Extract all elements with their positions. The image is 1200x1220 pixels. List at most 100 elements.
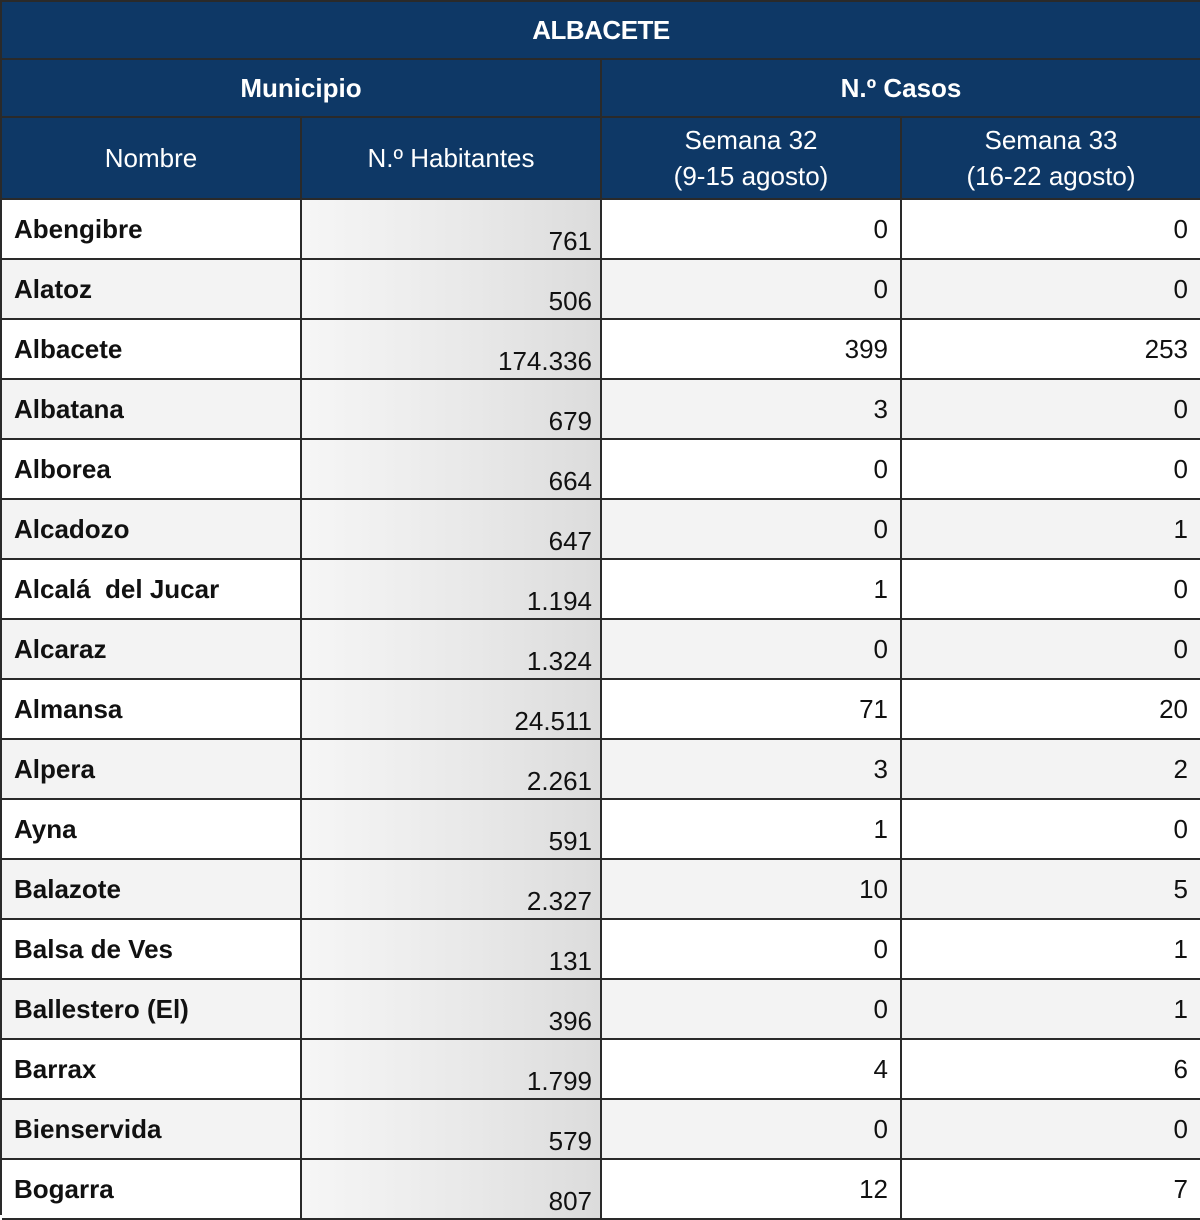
table-row: Bienservida 579 0 0 xyxy=(2,1100,1200,1160)
municipio-name: Alborea xyxy=(2,440,302,498)
casos-semana-32: 10 xyxy=(602,860,902,918)
column-header-semana-32-dates: (9-15 agosto) xyxy=(673,161,829,191)
table-row: Ballestero (El) 396 0 1 xyxy=(2,980,1200,1040)
casos-semana-33: 0 xyxy=(902,440,1200,498)
municipio-name: Bogarra xyxy=(2,1160,302,1218)
casos-semana-32: 4 xyxy=(602,1040,902,1098)
casos-semana-33: 0 xyxy=(902,380,1200,438)
table-row: Barrax 1.799 4 6 xyxy=(2,1040,1200,1100)
table-row: Alatoz 506 0 0 xyxy=(2,260,1200,320)
habitantes-value: 664 xyxy=(302,440,602,498)
table-row: Alcaraz 1.324 0 0 xyxy=(2,620,1200,680)
casos-semana-33: 6 xyxy=(902,1040,1200,1098)
column-header-habitantes-label: N.º Habitantes xyxy=(367,143,535,173)
casos-semana-32: 3 xyxy=(602,380,902,438)
table-row: Alpera 2.261 3 2 xyxy=(2,740,1200,800)
municipio-name: Ballestero (El) xyxy=(2,980,302,1038)
casos-semana-32: 0 xyxy=(602,980,902,1038)
habitantes-value: 579 xyxy=(302,1100,602,1158)
municipio-name: Albatana xyxy=(2,380,302,438)
habitantes-value: 1.194 xyxy=(302,560,602,618)
table-row: Balazote 2.327 10 5 xyxy=(2,860,1200,920)
habitantes-value: 174.336 xyxy=(302,320,602,378)
habitantes-value: 2.327 xyxy=(302,860,602,918)
habitantes-value: 131 xyxy=(302,920,602,978)
casos-semana-33: 0 xyxy=(902,260,1200,318)
habitantes-value: 591 xyxy=(302,800,602,858)
casos-semana-32: 0 xyxy=(602,620,902,678)
municipio-name: Bienservida xyxy=(2,1100,302,1158)
municipio-name: Almansa xyxy=(2,680,302,738)
table-row: Abengibre 761 0 0 xyxy=(2,200,1200,260)
habitantes-value: 506 xyxy=(302,260,602,318)
column-header-semana-32-title: Semana 32 xyxy=(684,125,818,155)
table-row: Almansa 24.511 71 20 xyxy=(2,680,1200,740)
habitantes-value: 647 xyxy=(302,500,602,558)
habitantes-value: 396 xyxy=(302,980,602,1038)
habitantes-value: 1.324 xyxy=(302,620,602,678)
casos-semana-32: 399 xyxy=(602,320,902,378)
municipio-name: Albacete xyxy=(2,320,302,378)
column-header-nombre: Nombre xyxy=(2,118,302,200)
casos-semana-33: 2 xyxy=(902,740,1200,798)
casos-semana-32: 0 xyxy=(602,440,902,498)
habitantes-value: 24.511 xyxy=(302,680,602,738)
casos-semana-33: 253 xyxy=(902,320,1200,378)
casos-semana-32: 0 xyxy=(602,500,902,558)
habitantes-value: 679 xyxy=(302,380,602,438)
casos-semana-33: 5 xyxy=(902,860,1200,918)
table-row: Alcadozo 647 0 1 xyxy=(2,500,1200,560)
column-header-habitantes: N.º Habitantes xyxy=(302,118,602,200)
group-header-casos: N.º Casos xyxy=(602,60,1200,118)
table-row: Alcalá del Jucar 1.194 1 0 xyxy=(2,560,1200,620)
column-header-semana-33-dates: (16-22 agosto) xyxy=(966,161,1136,191)
municipio-name: Balazote xyxy=(2,860,302,918)
municipio-name: Barrax xyxy=(2,1040,302,1098)
municipio-name: Alcaraz xyxy=(2,620,302,678)
casos-semana-33: 7 xyxy=(902,1160,1200,1218)
municipio-name: Alatoz xyxy=(2,260,302,318)
group-header-municipio: Municipio xyxy=(2,60,602,118)
casos-semana-32: 0 xyxy=(602,200,902,258)
habitantes-value: 2.261 xyxy=(302,740,602,798)
casos-semana-33: 1 xyxy=(902,920,1200,978)
casos-semana-33: 0 xyxy=(902,800,1200,858)
casos-semana-32: 0 xyxy=(602,1100,902,1158)
casos-semana-33: 0 xyxy=(902,1100,1200,1158)
habitantes-value: 1.799 xyxy=(302,1040,602,1098)
column-header-semana-32: Semana 32 (9-15 agosto) xyxy=(602,118,902,200)
table-title: ALBACETE xyxy=(2,2,1200,60)
table-body: Abengibre 761 0 0 Alatoz 506 0 0 Albacet… xyxy=(2,200,1200,1220)
municipio-name: Ayna xyxy=(2,800,302,858)
municipio-name: Abengibre xyxy=(2,200,302,258)
column-header-nombre-label: Nombre xyxy=(104,143,198,173)
casos-semana-32: 0 xyxy=(602,920,902,978)
casos-semana-33: 0 xyxy=(902,620,1200,678)
casos-semana-33: 0 xyxy=(902,560,1200,618)
municipio-name: Alcadozo xyxy=(2,500,302,558)
casos-semana-32: 71 xyxy=(602,680,902,738)
column-header-semana-33: Semana 33 (16-22 agosto) xyxy=(902,118,1200,200)
column-header-semana-33-title: Semana 33 xyxy=(984,125,1118,155)
table-row: Albacete 174.336 399 253 xyxy=(2,320,1200,380)
table-row: Albatana 679 3 0 xyxy=(2,380,1200,440)
table-row: Alborea 664 0 0 xyxy=(2,440,1200,500)
casos-semana-32: 12 xyxy=(602,1160,902,1218)
table-row: Ayna 591 1 0 xyxy=(2,800,1200,860)
habitantes-value: 761 xyxy=(302,200,602,258)
table-row: Balsa de Ves 131 0 1 xyxy=(2,920,1200,980)
municipio-name: Balsa de Ves xyxy=(2,920,302,978)
municipio-name: Alcalá del Jucar xyxy=(2,560,302,618)
casos-semana-32: 1 xyxy=(602,560,902,618)
casos-semana-32: 1 xyxy=(602,800,902,858)
municipio-name: Alpera xyxy=(2,740,302,798)
table-row: Bogarra 807 12 7 xyxy=(2,1160,1200,1220)
casos-semana-33: 1 xyxy=(902,500,1200,558)
casos-semana-32: 3 xyxy=(602,740,902,798)
casos-semana-33: 1 xyxy=(902,980,1200,1038)
casos-semana-32: 0 xyxy=(602,260,902,318)
casos-semana-33: 20 xyxy=(902,680,1200,738)
casos-semana-33: 0 xyxy=(902,200,1200,258)
habitantes-value: 807 xyxy=(302,1160,602,1218)
